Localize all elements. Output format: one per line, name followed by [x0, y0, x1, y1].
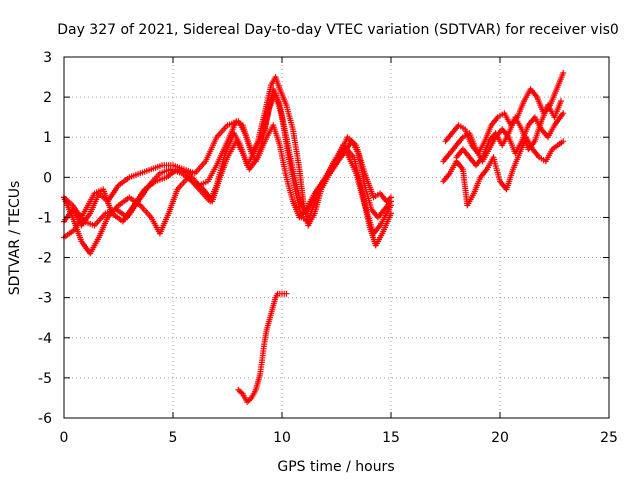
y-tick-label: 1	[43, 130, 52, 146]
y-tick-label: -4	[38, 331, 52, 347]
x-axis-title: GPS time / hours	[277, 459, 394, 475]
grid	[64, 57, 609, 418]
y-tick-label: -1	[38, 210, 52, 226]
x-tick-label: 25	[600, 430, 618, 446]
x-tick-label: 5	[169, 430, 178, 446]
data-point-markers	[235, 290, 290, 405]
series-track-2	[61, 86, 394, 257]
plot-frame	[63, 56, 610, 419]
y-tick-label: -5	[38, 371, 52, 387]
x-tick-label: 20	[491, 430, 509, 446]
y-tick-label: -6	[38, 411, 52, 427]
y-tick-label: -2	[38, 251, 52, 267]
series-track-9	[453, 98, 564, 169]
x-tick-label: 10	[273, 430, 291, 446]
y-tick-label: 2	[43, 90, 52, 106]
x-tick-label: 0	[60, 430, 69, 446]
y-axis-title: SDTVAR / TECUs	[7, 181, 23, 296]
series-track-5	[235, 290, 290, 405]
data-point-markers	[453, 98, 564, 169]
data-point-markers	[61, 86, 394, 257]
x-tick-label: 15	[382, 430, 400, 446]
y-tick-label: -3	[38, 291, 52, 307]
axis-ticks: 0 5 10 15 20 25 -6 -5 -4 -3 -2 -1 0 1 2 3	[38, 50, 618, 446]
y-tick-label: 0	[43, 170, 52, 186]
chart-title: Day 327 of 2021, Sidereal Day-to-day VTE…	[57, 22, 619, 38]
data-points	[61, 70, 567, 405]
y-tick-label: 3	[43, 50, 52, 66]
